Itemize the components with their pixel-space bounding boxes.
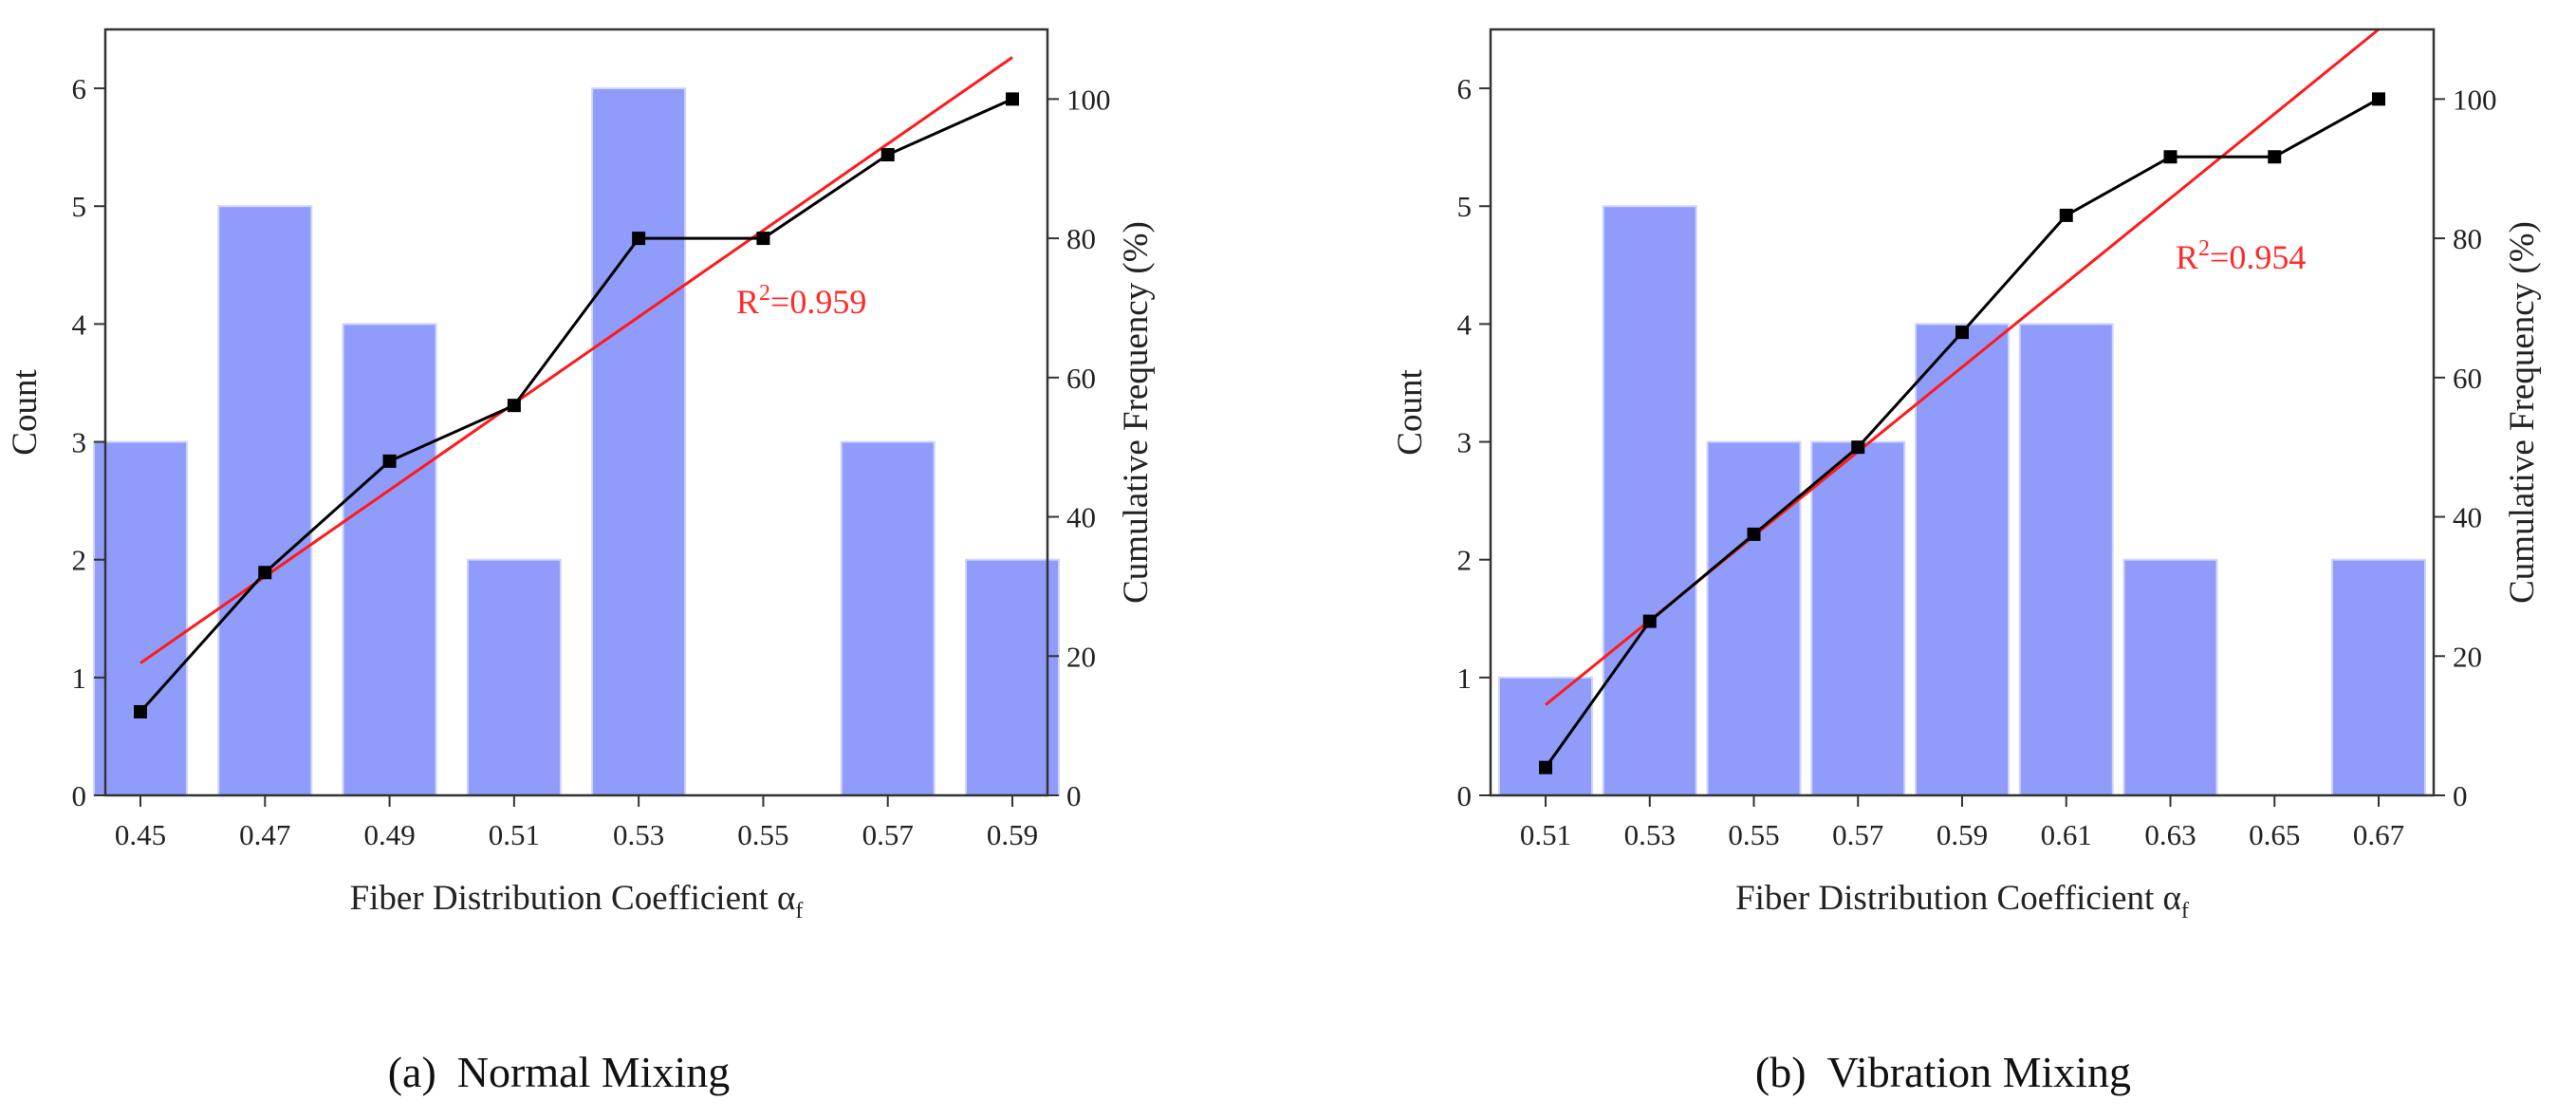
cumulative-point	[382, 454, 397, 468]
y2-tick-label: 60	[1066, 362, 1096, 395]
cumulative-series	[1539, 92, 2385, 774]
y-tick-label: 1	[1457, 662, 1473, 695]
count-bar	[965, 558, 1060, 797]
count-bar	[466, 558, 562, 797]
cumulative-point	[1851, 440, 1865, 455]
y2-tick-label: 20	[1066, 640, 1096, 673]
count-bar	[1498, 676, 1593, 796]
cumulative-point	[1006, 92, 1019, 106]
count-bar	[1915, 323, 2010, 796]
y2-tick-label: 80	[1066, 222, 1096, 255]
panel-caption: (b) Vibration Mixing	[1755, 1048, 2131, 1096]
y-axis-title: Count	[1391, 369, 1430, 456]
y2-tick-label: 0	[1066, 779, 1082, 812]
y-tick-label: 6	[1457, 72, 1473, 105]
cumulative-point	[2163, 150, 2178, 164]
y-tick-label: 0	[72, 779, 87, 812]
count-bar	[2331, 558, 2426, 797]
x-tick-label: 0.55	[737, 818, 788, 851]
y2-axis-title: Cumulative Frequency (%)	[2503, 221, 2542, 604]
fit-line	[139, 56, 1013, 664]
y-axis-title: Count	[6, 369, 45, 456]
cumulative-point	[2372, 92, 2385, 106]
count-bar	[2018, 323, 2114, 796]
x-tick-label: 0.53	[1624, 818, 1676, 851]
y-tick-label: 1	[72, 662, 87, 695]
cumulative-point	[1642, 614, 1657, 628]
y-tick-label: 2	[1457, 544, 1473, 577]
x-axis-title: Fiber Distribution Coefficient αf	[1735, 879, 2189, 923]
y2-tick-label: 0	[2453, 779, 2468, 812]
cumulative-point	[2268, 150, 2282, 164]
count-bar	[217, 205, 313, 796]
linear-fit	[139, 56, 1013, 664]
count-bar	[1810, 440, 1906, 796]
r-squared-label: R2=0.959	[736, 281, 866, 321]
x-tick-label: 0.55	[1728, 818, 1779, 851]
cumulative-point	[134, 704, 147, 718]
cumulative-point	[258, 566, 272, 580]
cumulative-point	[880, 148, 895, 162]
count-bar	[591, 87, 687, 797]
y2-tick-label: 100	[2453, 83, 2497, 116]
x-tick-label: 0.65	[2249, 818, 2300, 851]
count-bar	[93, 440, 188, 796]
x-tick-label: 0.47	[239, 818, 290, 851]
cumulative-point	[756, 232, 770, 246]
x-tick-label: 0.57	[862, 818, 914, 851]
y-tick-label: 6	[72, 72, 87, 105]
count-bar	[342, 323, 437, 796]
cumulative-line	[139, 97, 1013, 713]
x-tick-label: 0.53	[613, 818, 664, 851]
count-bar	[2122, 558, 2218, 797]
cumulative-point	[1747, 527, 1761, 541]
x-tick-label: 0.51	[489, 818, 540, 851]
cumulative-point	[632, 232, 646, 246]
count-bar	[1706, 440, 1802, 796]
x-tick-label: 0.61	[2041, 818, 2092, 851]
y-tick-label: 0	[1457, 779, 1473, 812]
r-squared-label: R2=0.954	[2176, 236, 2306, 276]
cumulative-point	[2059, 208, 2073, 222]
y2-tick-label: 100	[1066, 83, 1111, 116]
y-tick-label: 4	[1457, 308, 1473, 341]
count-bars	[1498, 205, 2426, 797]
y2-tick-label: 40	[2453, 501, 2482, 534]
count-bar	[1602, 205, 1697, 796]
cumulative-point	[507, 399, 521, 413]
x-tick-label: 0.57	[1832, 818, 1883, 851]
y-tick-label: 5	[1457, 190, 1473, 223]
y2-tick-label: 80	[2453, 222, 2482, 255]
plot-frame	[103, 28, 1049, 797]
plot-border	[103, 28, 1049, 797]
x-tick-label: 0.51	[1520, 818, 1571, 851]
y-tick-label: 5	[72, 190, 87, 223]
y-tick-label: 4	[72, 308, 87, 341]
x-tick-label: 0.59	[1937, 818, 1988, 851]
x-tick-label: 0.45	[115, 818, 166, 851]
count-bar	[840, 440, 936, 796]
y2-tick-label: 20	[2453, 640, 2482, 673]
cumulative-series	[134, 92, 1019, 718]
x-tick-label: 0.49	[363, 818, 415, 851]
y-tick-label: 2	[72, 544, 87, 577]
y2-axis-title: Cumulative Frequency (%)	[1117, 221, 1156, 604]
x-tick-label: 0.67	[2353, 818, 2404, 851]
x-tick-label: 0.63	[2144, 818, 2196, 851]
cumulative-point	[1539, 760, 1552, 774]
cumulative-point	[1955, 326, 1969, 340]
y2-tick-label: 60	[2453, 362, 2482, 395]
y-tick-label: 3	[72, 426, 87, 459]
count-bars	[93, 87, 1060, 797]
y-tick-label: 3	[1457, 426, 1473, 459]
x-tick-label: 0.59	[987, 818, 1038, 851]
panel-caption: (a) Normal Mixing	[388, 1048, 731, 1096]
x-axis-title: Fiber Distribution Coefficient αf	[350, 879, 804, 923]
y2-tick-label: 40	[1066, 501, 1096, 534]
